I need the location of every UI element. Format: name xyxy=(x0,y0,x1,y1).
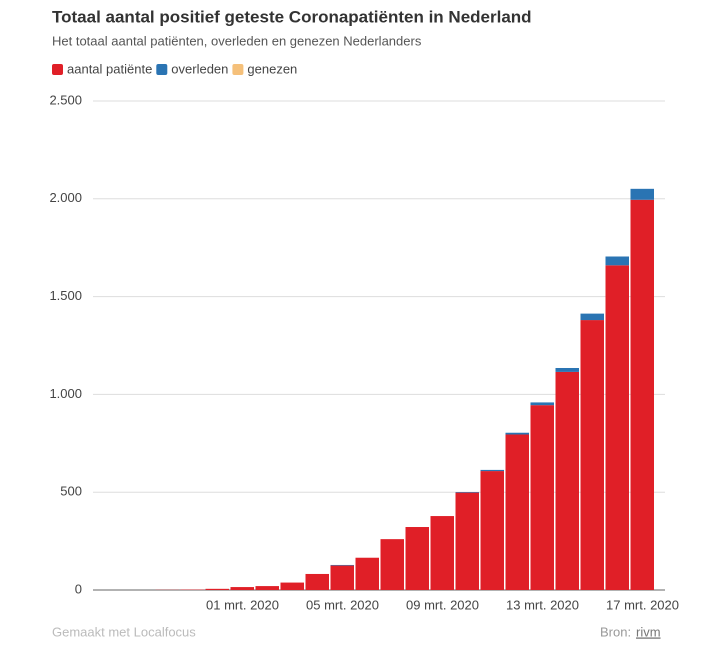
legend-swatch xyxy=(232,64,244,75)
bar-segment xyxy=(505,434,529,590)
y-tick-label: 0 xyxy=(75,581,82,596)
x-tick-label: 05 mrt. 2020 xyxy=(306,597,379,612)
bar-segment xyxy=(280,582,304,590)
bar-segment xyxy=(580,320,604,590)
bar-segment xyxy=(480,469,504,472)
chart-subtitle: Het totaal aantal patiënten, overleden e… xyxy=(52,33,422,48)
bar-segment xyxy=(555,367,579,372)
bar-segment xyxy=(355,557,379,590)
bar-segment xyxy=(405,527,429,590)
bar-segment xyxy=(480,471,504,590)
source-link[interactable]: rivm xyxy=(636,624,661,639)
bar-segment xyxy=(330,565,354,590)
bar-segment xyxy=(230,587,254,590)
bar-segment xyxy=(555,371,579,590)
legend-label: aantal patiënte xyxy=(67,61,152,76)
bar-segment xyxy=(530,402,554,406)
source-label: Bron: xyxy=(600,624,631,639)
bar-segment xyxy=(530,405,554,590)
bar-segment xyxy=(205,588,229,590)
legend-swatch xyxy=(52,64,63,75)
bar-segment xyxy=(605,265,629,590)
y-tick-label: 500 xyxy=(60,484,82,499)
x-tick-label: 01 mrt. 2020 xyxy=(206,597,279,612)
bar-segment xyxy=(630,188,654,200)
bar-segment xyxy=(305,573,329,590)
x-tick-label: 09 mrt. 2020 xyxy=(406,597,479,612)
credit: Gemaakt met Localfocus xyxy=(52,624,196,639)
x-tick-label: 13 mrt. 2020 xyxy=(506,597,579,612)
bar-segment xyxy=(455,492,479,493)
bar-segment xyxy=(380,539,404,590)
bar-segment xyxy=(605,256,629,266)
y-tick-label: 1.000 xyxy=(49,386,82,401)
x-tick-label: 17 mrt. 2020 xyxy=(606,597,679,612)
y-tick-label: 2.000 xyxy=(49,190,82,205)
bar-segment xyxy=(580,313,604,321)
bar-segment xyxy=(255,586,279,590)
bar-segment xyxy=(455,492,479,590)
bar-segment xyxy=(630,199,654,590)
y-tick-label: 2.500 xyxy=(49,92,82,107)
legend-label: genezen xyxy=(247,61,297,76)
bar-segment xyxy=(430,516,454,590)
bar-segment xyxy=(505,432,529,435)
legend-label: overleden xyxy=(171,61,228,76)
bar-segment xyxy=(330,564,354,566)
legend-swatch xyxy=(156,64,168,75)
chart-title: Totaal aantal positief geteste Coronapat… xyxy=(52,7,532,26)
y-tick-label: 1.500 xyxy=(49,288,82,303)
